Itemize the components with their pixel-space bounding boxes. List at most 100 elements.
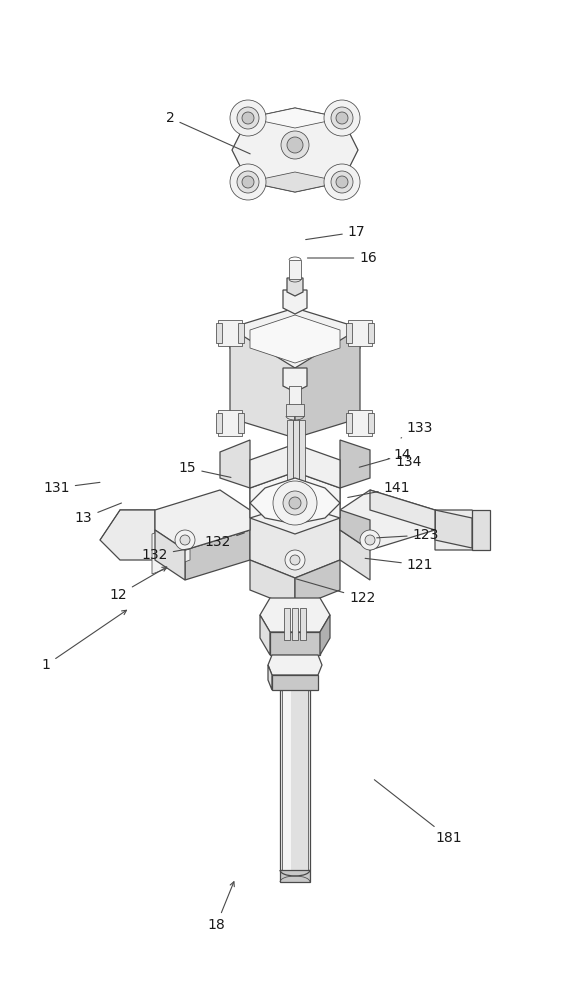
Circle shape [360, 530, 380, 550]
Polygon shape [346, 323, 352, 343]
Polygon shape [368, 323, 374, 343]
Polygon shape [250, 472, 340, 518]
Polygon shape [280, 870, 310, 882]
Circle shape [324, 100, 360, 136]
Polygon shape [120, 510, 155, 560]
Polygon shape [300, 608, 306, 640]
Polygon shape [287, 278, 303, 296]
Polygon shape [218, 410, 242, 436]
Polygon shape [155, 490, 250, 550]
Polygon shape [340, 490, 435, 550]
Polygon shape [248, 172, 342, 192]
Polygon shape [260, 598, 330, 632]
Polygon shape [250, 518, 340, 578]
Polygon shape [238, 323, 244, 343]
Circle shape [230, 164, 266, 200]
Polygon shape [286, 404, 304, 416]
Polygon shape [250, 444, 340, 488]
Polygon shape [250, 315, 340, 363]
Text: 18: 18 [208, 882, 234, 932]
Polygon shape [435, 510, 472, 548]
Polygon shape [238, 413, 244, 433]
Polygon shape [282, 690, 308, 870]
Polygon shape [340, 530, 370, 580]
Text: 17: 17 [306, 225, 365, 240]
Polygon shape [272, 675, 318, 690]
Circle shape [242, 112, 254, 124]
Polygon shape [216, 323, 222, 343]
Polygon shape [218, 320, 242, 346]
Text: 134: 134 [388, 455, 422, 469]
Text: 132: 132 [141, 548, 190, 562]
Circle shape [336, 112, 348, 124]
Polygon shape [295, 328, 360, 438]
Circle shape [290, 555, 300, 565]
Circle shape [365, 535, 375, 545]
Circle shape [281, 131, 309, 159]
Polygon shape [248, 108, 342, 128]
Text: 1: 1 [42, 610, 126, 672]
Polygon shape [268, 665, 272, 690]
Polygon shape [348, 320, 372, 346]
Polygon shape [289, 386, 301, 405]
Circle shape [331, 107, 353, 129]
Text: 123: 123 [377, 528, 439, 542]
Circle shape [180, 535, 190, 545]
Polygon shape [370, 490, 435, 530]
Circle shape [230, 100, 266, 136]
Polygon shape [284, 608, 290, 640]
Circle shape [237, 171, 259, 193]
Text: 121: 121 [365, 558, 433, 572]
Polygon shape [287, 420, 293, 490]
Polygon shape [472, 510, 490, 550]
Polygon shape [280, 690, 310, 870]
Polygon shape [155, 530, 185, 580]
Polygon shape [270, 632, 320, 655]
Text: 132: 132 [205, 533, 244, 549]
Circle shape [237, 107, 259, 129]
Polygon shape [268, 655, 322, 675]
Polygon shape [368, 413, 374, 433]
Polygon shape [283, 368, 307, 392]
Polygon shape [230, 328, 295, 438]
Circle shape [336, 176, 348, 188]
Polygon shape [283, 690, 291, 870]
Polygon shape [250, 478, 340, 524]
Circle shape [287, 137, 303, 153]
Text: 181: 181 [374, 780, 462, 845]
Polygon shape [340, 440, 370, 488]
Text: 13: 13 [75, 503, 122, 525]
Polygon shape [250, 560, 295, 608]
Circle shape [273, 481, 317, 525]
Text: 12: 12 [110, 567, 167, 602]
Polygon shape [292, 608, 298, 640]
Polygon shape [289, 260, 301, 279]
Circle shape [283, 491, 307, 515]
Polygon shape [299, 420, 305, 490]
Circle shape [324, 164, 360, 200]
Circle shape [289, 497, 301, 509]
Text: 133: 133 [401, 421, 433, 438]
Polygon shape [293, 420, 299, 490]
Polygon shape [283, 290, 307, 314]
Text: 2: 2 [166, 111, 250, 154]
Polygon shape [232, 108, 358, 192]
Circle shape [242, 176, 254, 188]
Polygon shape [185, 530, 250, 580]
Polygon shape [250, 472, 340, 534]
Polygon shape [340, 510, 370, 550]
Polygon shape [220, 440, 250, 488]
Circle shape [285, 550, 305, 570]
Polygon shape [320, 615, 330, 655]
Circle shape [175, 530, 195, 550]
Polygon shape [152, 520, 190, 574]
Circle shape [331, 171, 353, 193]
Polygon shape [295, 560, 340, 608]
Text: 14: 14 [359, 448, 411, 467]
Polygon shape [435, 510, 490, 550]
Polygon shape [100, 510, 155, 560]
Polygon shape [216, 413, 222, 433]
Text: 131: 131 [43, 481, 100, 495]
Polygon shape [230, 308, 360, 368]
Polygon shape [346, 413, 352, 433]
